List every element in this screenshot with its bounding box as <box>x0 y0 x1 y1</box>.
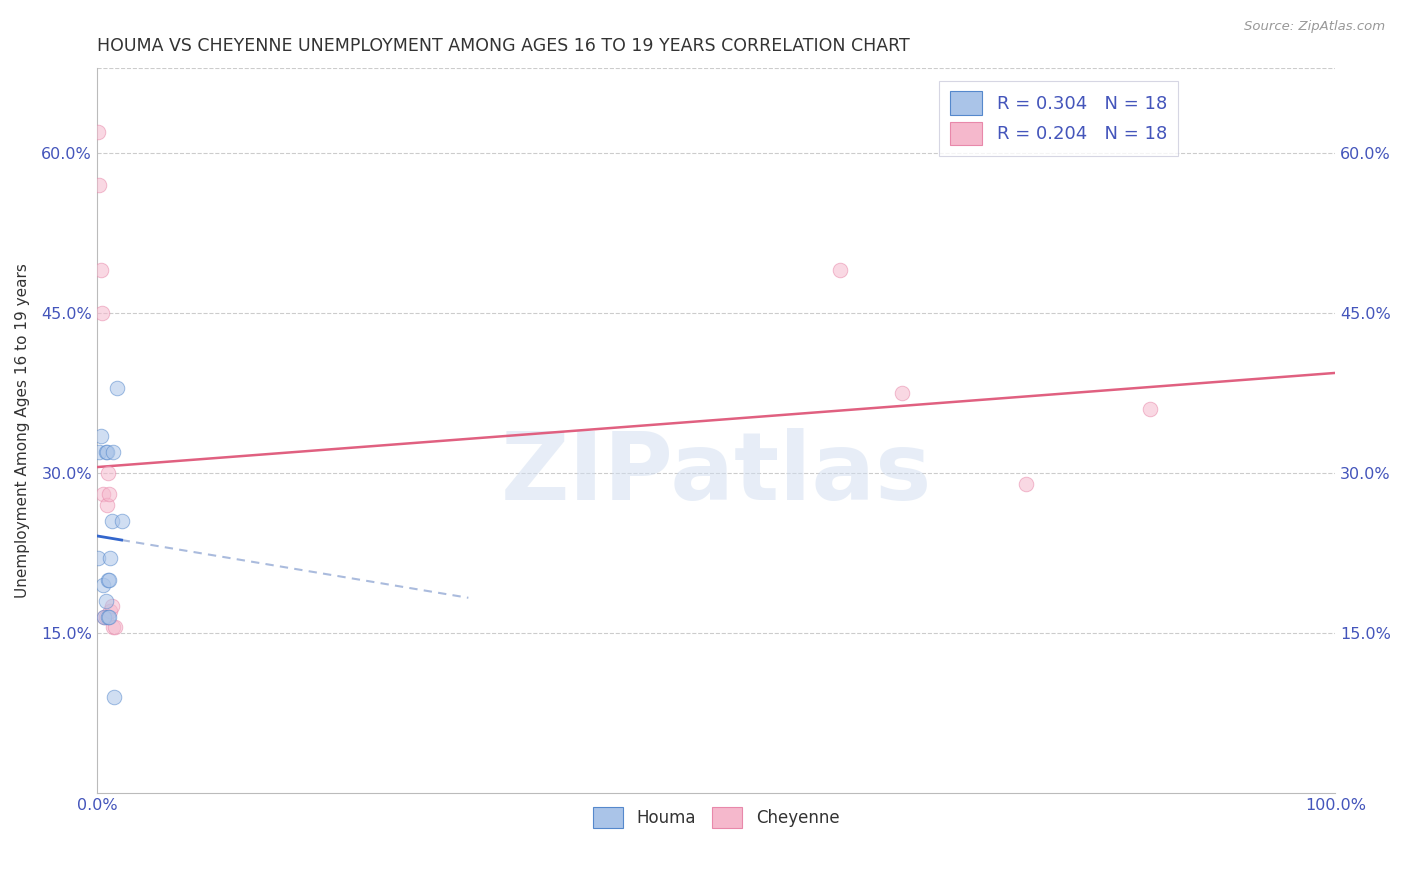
Point <box>87 125 110 139</box>
Point <box>100 599 122 614</box>
Text: Source: ZipAtlas.com: Source: ZipAtlas.com <box>1244 20 1385 33</box>
Point <box>100 514 122 528</box>
Point <box>100 605 122 619</box>
Point <box>100 551 122 566</box>
Point <box>110 514 132 528</box>
Point <box>1014 476 1036 491</box>
Point <box>93 609 115 624</box>
Point <box>98 609 121 624</box>
Point <box>97 466 120 480</box>
Point <box>90 428 112 442</box>
Point <box>105 381 128 395</box>
Point <box>93 609 115 624</box>
Point <box>91 487 114 501</box>
Point <box>91 578 114 592</box>
Point <box>101 444 124 458</box>
Point <box>90 263 112 277</box>
Text: ZIPatlas: ZIPatlas <box>501 428 932 520</box>
Point <box>96 444 118 458</box>
Text: HOUMA VS CHEYENNE UNEMPLOYMENT AMONG AGES 16 TO 19 YEARS CORRELATION CHART: HOUMA VS CHEYENNE UNEMPLOYMENT AMONG AGE… <box>97 37 910 55</box>
Point <box>98 573 121 587</box>
Point <box>103 690 125 704</box>
Point <box>101 620 124 634</box>
Point <box>94 594 117 608</box>
Point <box>828 263 851 277</box>
Point <box>1139 402 1161 417</box>
Point <box>97 609 120 624</box>
Point <box>94 609 117 624</box>
Point <box>890 386 912 401</box>
Point <box>104 620 127 634</box>
Y-axis label: Unemployment Among Ages 16 to 19 years: Unemployment Among Ages 16 to 19 years <box>15 263 30 598</box>
Point <box>89 444 111 458</box>
Point <box>96 498 118 512</box>
Legend: Houma, Cheyenne: Houma, Cheyenne <box>586 800 846 835</box>
Point <box>98 487 121 501</box>
Point <box>89 178 111 193</box>
Point <box>90 306 112 320</box>
Point <box>94 444 117 458</box>
Point <box>97 573 120 587</box>
Point <box>87 551 110 566</box>
